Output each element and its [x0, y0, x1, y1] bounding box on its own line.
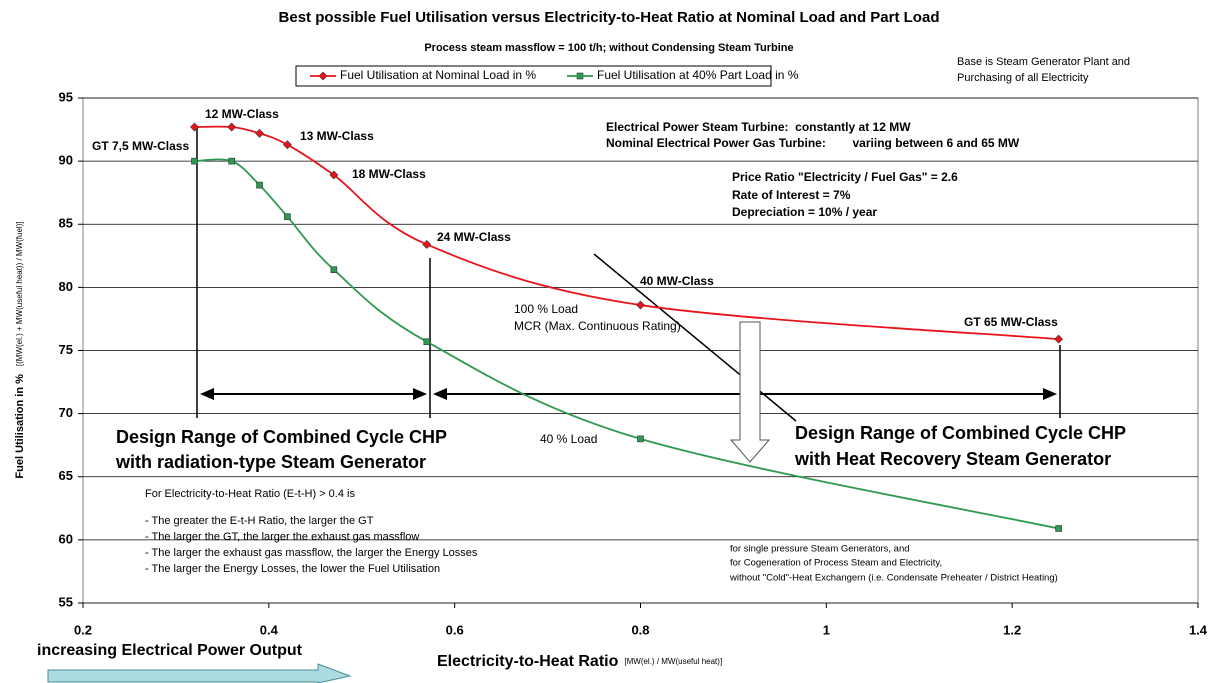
annotation: - The larger the GT, the larger the exha… [145, 531, 419, 543]
x-tick-label: 1.4 [1189, 622, 1208, 637]
x-tick-label: 0.4 [260, 622, 279, 637]
point-label: 24 MW-Class [437, 230, 511, 244]
marker [190, 122, 199, 132]
point-label: 13 MW-Class [300, 129, 374, 143]
data-layer [190, 71, 1064, 532]
legend-box [295, 65, 772, 87]
point-label: 40 MW-Class [640, 274, 714, 288]
marker [636, 300, 645, 310]
legend-label: Fuel Utilisation at 40% Part Load in % [597, 68, 799, 82]
marker [191, 157, 198, 165]
annotation: without "Cold"-Heat Exchangern (i.e. Con… [729, 573, 1058, 584]
marker [1055, 525, 1062, 532]
marker [282, 140, 292, 150]
annotation: - The larger the Energy Losses, the lowe… [145, 563, 440, 575]
point-label: 18 MW-Class [352, 167, 426, 181]
x-axis-label: Electricity-to-Heat Ratio [MW(el.) / MW(u… [437, 653, 722, 670]
x-tick-label: 0.2 [74, 622, 92, 637]
annotation: increasing Electrical Power Output [37, 642, 303, 659]
y-tick-label: 70 [59, 405, 73, 420]
marker [227, 122, 237, 132]
point-label: 12 MW-Class [205, 107, 279, 121]
marker [256, 181, 263, 189]
legend-label: Fuel Utilisation at Nominal Load in % [340, 68, 536, 82]
y-tick-label: 80 [59, 279, 73, 294]
y-tick-label: 95 [59, 89, 73, 104]
marker [228, 157, 235, 165]
point-label: GT 65 MW-Class [964, 315, 1058, 329]
block-arrow [729, 321, 771, 463]
y-tick-label: 90 [59, 153, 73, 168]
y-axis-unit: [(MW(el.) + MW(useful heat)) / MW(fuel)] [15, 221, 24, 366]
annotation: Electrical Power Steam Turbine: constant… [606, 120, 911, 134]
marker [423, 338, 431, 345]
y-tick-label: 65 [59, 468, 73, 483]
marker [330, 266, 338, 274]
series-line [194, 158, 1059, 530]
annotation: Rate of Interest = 7% [732, 188, 851, 202]
annotation: for Cogeneration of Process Steam and El… [730, 558, 942, 569]
chart-title: Best possible Fuel Utilisation versus El… [279, 9, 940, 26]
y-tick-label: 55 [59, 594, 73, 609]
y-axis-label: Fuel Utilisation in % [(MW(el.) + MW(usef… [14, 221, 26, 478]
annotation: Depreciation = 10% / year [732, 205, 877, 219]
annotation: 40 % Load [540, 432, 597, 446]
marker [637, 435, 644, 443]
annotation: For Electricity-to-Heat Ratio (E-t-H) > … [145, 488, 355, 500]
annotation: Price Ratio "Electricity / Fuel Gas" = 2… [732, 170, 958, 184]
arrow-heads [200, 388, 1057, 400]
arrow-head [1043, 388, 1057, 400]
x-tick-label: 0.6 [446, 622, 464, 637]
annotation: with radiation-type Steam Generator [115, 452, 426, 472]
power-arrow [47, 663, 352, 683]
marker [1054, 334, 1064, 344]
point-label: GT 7,5 MW-Class [92, 139, 189, 153]
annotation: Nominal Electrical Power Gas Turbine: va… [606, 136, 1020, 150]
y-tick-label: 85 [59, 216, 73, 231]
arrow-head [413, 388, 427, 400]
annotation: MCR (Max. Continuous Rating) [514, 319, 681, 333]
marker [422, 240, 432, 249]
annotation: - The greater the E-t-H Ratio, the large… [145, 515, 374, 527]
arrow-head [433, 388, 447, 400]
annotation: 100 % Load [514, 302, 578, 316]
annotation: Design Range of Combined Cycle CHP [795, 423, 1126, 443]
annotation: - The larger the exhaust gas massflow, t… [145, 547, 478, 559]
annotation: Purchasing of all Electricity [957, 72, 1089, 84]
x-tick-label: 1.2 [1003, 622, 1021, 637]
marker [284, 213, 291, 220]
annotation: with Heat Recovery Steam Generator [794, 449, 1111, 469]
annotation: Base is Steam Generator Plant and [957, 56, 1130, 68]
x-axis-unit: [MW(el.) / MW(useful heat)] [624, 657, 722, 666]
marker [329, 170, 339, 180]
annotation: for single pressure Steam Generators, an… [730, 544, 910, 555]
arrow-head [200, 388, 214, 400]
y-tick-label: 60 [59, 531, 73, 546]
annotation: Design Range of Combined Cycle CHP [116, 427, 447, 447]
series-line [194, 125, 1059, 341]
x-tick-label: 1 [823, 622, 830, 637]
x-tick-label: 0.8 [631, 622, 649, 637]
y-axis-title: Fuel Utilisation in % [14, 374, 26, 479]
x-axis-title: Electricity-to-Heat Ratio [437, 653, 619, 670]
marker [255, 128, 264, 138]
y-tick-label: 75 [59, 342, 73, 357]
pointer-line [593, 253, 797, 422]
chart-subtitle: Process steam massflow = 100 t/h; withou… [424, 42, 793, 54]
